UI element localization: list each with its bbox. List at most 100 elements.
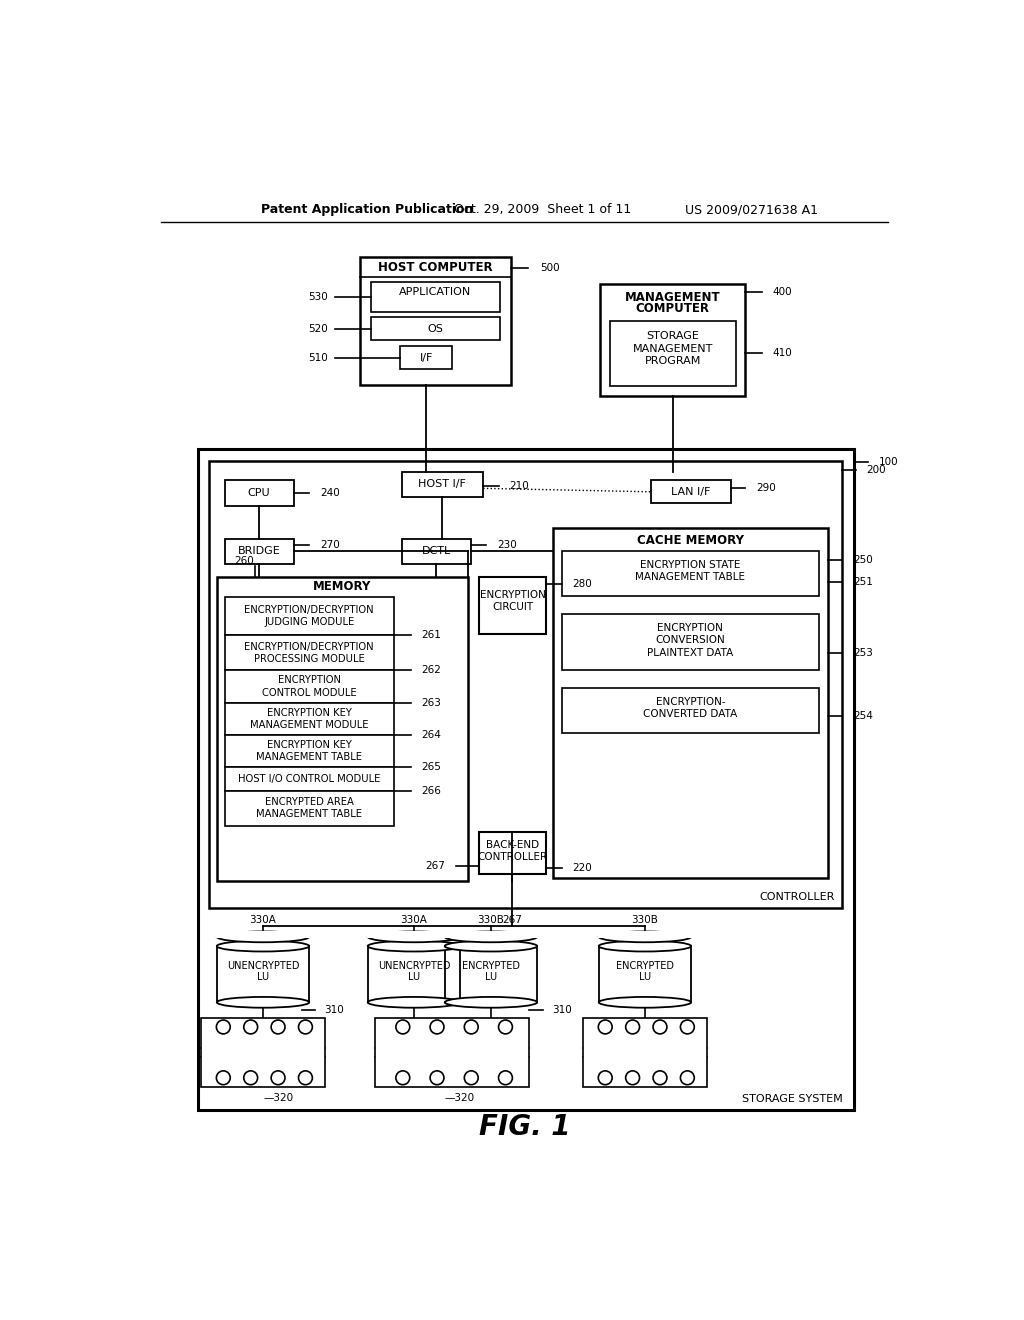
Ellipse shape [599,941,691,952]
Bar [444,931,538,937]
Text: 240: 240 [319,487,340,498]
Text: HOST COMPUTER: HOST COMPUTER [378,261,493,275]
Bar [600,284,745,396]
Bar [651,480,731,503]
Text: 230: 230 [497,540,517,550]
Bar [562,688,819,733]
Text: BACK-END: BACK-END [486,841,539,850]
Text: FIG. 1: FIG. 1 [479,1113,570,1140]
Text: ENCRYPTION: ENCRYPTION [479,590,546,601]
Text: LU: LU [639,972,651,982]
Text: LU: LU [484,972,497,982]
Circle shape [680,1020,694,1034]
Text: 500: 500 [541,263,560,273]
Text: 330B: 330B [632,915,658,925]
Bar [598,931,692,937]
Text: ENCRYPTION-: ENCRYPTION- [655,697,725,708]
Text: 254: 254 [853,711,872,721]
Text: 330A: 330A [400,915,427,925]
Text: 530: 530 [308,292,328,302]
Text: UNENCRYPTED: UNENCRYPTED [226,961,299,972]
Circle shape [216,1071,230,1085]
Text: ENCRYPTION KEY: ENCRYPTION KEY [267,708,351,718]
Circle shape [626,1020,640,1034]
Text: BRIDGE: BRIDGE [238,546,281,556]
Circle shape [653,1020,667,1034]
Text: 261: 261 [422,630,441,640]
Ellipse shape [444,932,538,942]
Text: ENCRYPTION/DECRYPTION: ENCRYPTION/DECRYPTION [245,642,374,652]
Bar [400,346,453,370]
Bar [562,614,819,669]
Bar [224,735,394,767]
Text: 251: 251 [853,577,872,587]
Bar [553,528,828,878]
Text: CACHE MEMORY: CACHE MEMORY [637,533,743,546]
Text: MEMORY: MEMORY [313,579,372,593]
Text: ENCRYPTED: ENCRYPTED [615,961,674,972]
Text: 267: 267 [425,861,444,871]
Text: 520: 520 [308,323,328,334]
Circle shape [271,1071,285,1085]
Text: 400: 400 [773,286,793,297]
Text: CONVERSION: CONVERSION [655,635,725,645]
Text: 220: 220 [572,862,592,873]
Ellipse shape [217,932,309,942]
Text: DCTL: DCTL [422,546,451,556]
Text: MANAGEMENT: MANAGEMENT [625,292,721,305]
Text: HOST I/O CONTROL MODULE: HOST I/O CONTROL MODULE [238,774,380,784]
Text: JUDGING MODULE: JUDGING MODULE [264,616,354,627]
Text: APPLICATION: APPLICATION [399,286,472,297]
Bar [199,449,854,1110]
Text: MANAGEMENT TABLE: MANAGEMENT TABLE [256,809,362,820]
Text: MANAGEMENT TABLE: MANAGEMENT TABLE [635,573,745,582]
Circle shape [396,1020,410,1034]
Circle shape [499,1020,512,1034]
Text: ENCRYPTION/DECRYPTION: ENCRYPTION/DECRYPTION [245,605,374,615]
Circle shape [299,1071,312,1085]
Bar [401,471,483,498]
Text: 200: 200 [866,465,887,475]
Text: MANAGEMENT MODULE: MANAGEMENT MODULE [250,721,369,730]
Bar [224,480,294,506]
Text: CIRCUIT: CIRCUIT [492,602,534,612]
Text: 510: 510 [308,352,328,363]
Text: LU: LU [257,972,269,982]
Bar [224,791,394,826]
Text: ENCRYPTION KEY: ENCRYPTION KEY [267,741,351,750]
Ellipse shape [217,997,309,1007]
Text: PROGRAM: PROGRAM [644,356,700,366]
Text: 260: 260 [233,556,254,566]
Bar [376,1018,529,1088]
Bar [217,577,468,880]
Text: 265: 265 [422,763,441,772]
Text: 267: 267 [503,915,522,925]
Text: US 2009/0271638 A1: US 2009/0271638 A1 [685,203,818,216]
Bar [562,552,819,595]
Bar [202,1018,325,1088]
Ellipse shape [599,932,691,942]
Bar [401,539,471,564]
Bar [224,702,394,735]
Text: 210: 210 [509,480,529,491]
Text: 270: 270 [319,540,340,550]
Circle shape [299,1020,312,1034]
Text: COMPUTER: COMPUTER [636,302,710,315]
Circle shape [271,1020,285,1034]
Circle shape [680,1071,694,1085]
Circle shape [464,1020,478,1034]
Bar [371,317,500,341]
Circle shape [653,1071,667,1085]
Text: 280: 280 [572,579,592,589]
Text: CONTROLLER: CONTROLLER [477,851,548,862]
Text: 410: 410 [773,348,793,358]
Text: LAN I/F: LAN I/F [672,487,711,496]
Text: I/F: I/F [420,352,433,363]
Text: 100: 100 [879,457,899,467]
Text: HOST I/F: HOST I/F [419,479,466,490]
Bar [224,767,394,791]
Bar [216,931,310,937]
Text: 262: 262 [422,665,441,676]
Text: CONVERTED DATA: CONVERTED DATA [643,709,737,719]
Text: UNENCRYPTED: UNENCRYPTED [378,961,451,972]
